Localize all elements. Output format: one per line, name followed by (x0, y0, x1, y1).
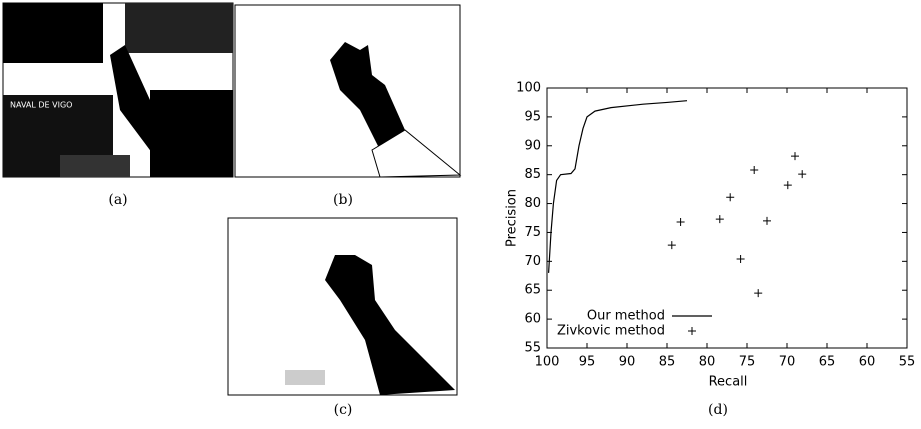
y-tick-label: 55 (524, 341, 541, 356)
x-tick-label: 70 (779, 355, 796, 370)
data-point (784, 181, 792, 189)
x-tick-label: 55 (899, 355, 916, 370)
data-point (668, 241, 676, 249)
y-tick-label: 60 (524, 312, 541, 327)
x-tick-label: 65 (819, 355, 836, 370)
y-tick-label: 85 (524, 167, 541, 182)
image-a: NAVAL DE VIGO (3, 3, 233, 177)
data-point (754, 289, 762, 297)
legend-label: Zivkovic method (557, 324, 665, 339)
data-point (737, 255, 745, 263)
data-point (726, 193, 734, 201)
y-tick-label: 75 (524, 225, 541, 240)
x-tick-label: 90 (619, 355, 636, 370)
data-point (791, 152, 799, 160)
caption: (c) (334, 402, 353, 418)
x-tick-label: 80 (699, 355, 716, 370)
caption: (d) (708, 402, 728, 418)
x-tick-label: 100 (535, 355, 560, 370)
chart: Recall Precision 100 95 90 85 80 75 70 65 60 55 55… (505, 81, 916, 390)
y-tick-label: 95 (524, 109, 541, 124)
svg-text:NAVAL DE VIGO: NAVAL DE VIGO (10, 101, 72, 110)
data-point (750, 166, 758, 174)
legend-label: Our method (587, 309, 665, 324)
data-point (763, 217, 771, 225)
caption: (b) (333, 192, 353, 208)
data-point (798, 170, 806, 178)
y-axis-label: Precision (505, 189, 520, 247)
data-point (677, 218, 685, 226)
image-c (228, 218, 457, 395)
caption: (a) (108, 192, 127, 208)
data-line (549, 101, 687, 273)
x-tick-label: 75 (739, 355, 756, 370)
figure: NAVAL DE VIGO (a) (b) (c) (d) Recall Pre… (0, 0, 921, 429)
y-tick-label: 100 (516, 81, 541, 96)
x-tick-label: 60 (859, 355, 876, 370)
data-point (716, 215, 724, 223)
x-axis-label: Recall (709, 375, 748, 390)
y-tick-label: 90 (524, 138, 541, 153)
x-tick-label: 85 (659, 355, 676, 370)
x-tick-label: 95 (579, 355, 596, 370)
y-tick-label: 65 (524, 283, 541, 298)
y-tick-label: 80 (524, 196, 541, 211)
y-tick-label: 70 (524, 254, 541, 269)
legend-swatch (688, 327, 696, 335)
image-b (235, 5, 460, 177)
